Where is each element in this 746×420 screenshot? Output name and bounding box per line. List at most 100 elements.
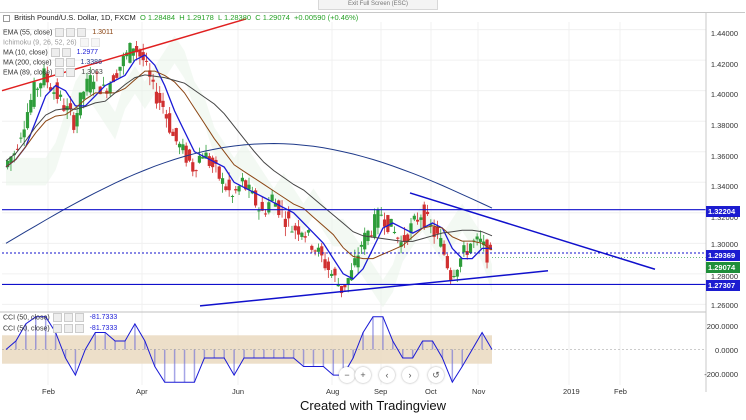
candle-body (386, 215, 390, 232)
candle-body (19, 137, 23, 139)
price-tick: 1.28000 (710, 272, 738, 281)
candle-body (260, 201, 264, 211)
indicator-row[interactable]: Ichimoku (9, 26, 52, 26) (3, 38, 101, 48)
ichimoku-cloud-area (6, 35, 492, 308)
cci-tick: 200.0000 (706, 322, 738, 331)
eye-icon[interactable] (79, 38, 89, 47)
time-tick: Oct (425, 387, 437, 396)
scroll-left-button[interactable]: ‹ (379, 367, 395, 383)
level-tag-last-price: 1.29074 (706, 262, 740, 273)
eye-icon[interactable] (50, 48, 60, 57)
ohlc-open: O 1.28484 (139, 13, 176, 22)
candle-body (201, 156, 205, 159)
indicator-value: 1.3063 (81, 69, 103, 77)
candle-body (439, 238, 443, 247)
reset-chart-button[interactable]: ↺ (428, 367, 444, 383)
cci-label: CCI (50, close) (3, 325, 50, 333)
indicator-row[interactable]: MA (200, close) 1.3386 (3, 58, 102, 68)
candle-body (475, 236, 479, 240)
settings-icon[interactable] (66, 28, 76, 37)
candle-body (204, 152, 208, 159)
cci-tick: 0.0000 (715, 346, 738, 355)
indicator-row[interactable]: EMA (55, close) 1.3011 (3, 28, 113, 38)
time-tick: Feb (614, 387, 627, 396)
eye-icon[interactable] (52, 324, 62, 333)
exit-fullscreen-button[interactable]: Exit Full Screen (ESC) (318, 0, 438, 10)
candle-body (346, 278, 350, 286)
candle-body (101, 84, 106, 86)
ascending-trend-line (199, 270, 549, 307)
candle-body (356, 255, 360, 268)
eye-icon[interactable] (52, 313, 62, 322)
candle-body (316, 247, 321, 252)
level-tag-support: 1.27307 (706, 280, 740, 291)
candle-body (425, 211, 430, 215)
eye-icon[interactable] (55, 28, 65, 37)
indicator-label: EMA (89, close) (3, 69, 53, 77)
candle-body (416, 219, 420, 222)
candle-body (42, 68, 46, 86)
candle-body (429, 224, 433, 226)
candle-body (154, 91, 159, 104)
candle-body (134, 46, 139, 53)
scroll-right-button[interactable]: › (402, 367, 418, 383)
candle-body (283, 218, 287, 227)
candle-body (22, 129, 26, 138)
candle-body (25, 112, 30, 129)
indicator-value: 1.3386 (80, 59, 102, 67)
settings-icon[interactable] (63, 313, 73, 322)
close-icon[interactable] (74, 324, 84, 333)
candle-body (320, 246, 324, 256)
candle-body (164, 114, 168, 119)
eye-icon[interactable] (55, 68, 65, 77)
candle-body (343, 284, 347, 288)
settings-icon[interactable] (63, 324, 73, 333)
close-icon[interactable] (74, 313, 84, 322)
candle-body (92, 81, 96, 90)
indicator-row[interactable]: MA (10, close) 1.2977 (3, 48, 98, 58)
eye-icon[interactable] (54, 58, 64, 67)
collapse-icon[interactable] (3, 14, 10, 22)
candle-body (82, 91, 86, 100)
candle-body (151, 79, 155, 82)
indicator-row[interactable]: EMA (89, close) 1.3063 (3, 68, 103, 78)
candle-body (270, 194, 274, 202)
candle-body (194, 170, 198, 172)
candle-body (369, 235, 373, 237)
candle-body (273, 202, 278, 207)
time-tick: Feb (42, 387, 55, 396)
candle-body (290, 231, 294, 233)
zoom-out-button[interactable]: − (339, 367, 355, 383)
candle-body (330, 273, 334, 276)
cci-tick: -200.0000 (704, 370, 738, 379)
cci-legend-row[interactable]: CCI (50, close) -81.7333 (3, 313, 117, 323)
settings-icon[interactable] (90, 38, 100, 47)
candle-body (296, 226, 301, 235)
upper-channel-line (1, 18, 247, 92)
cci-panel (2, 316, 706, 384)
cci-legend-row[interactable]: CCI (50, close) -81.7333 (3, 324, 117, 334)
candle-body (237, 186, 241, 192)
candle-body (409, 223, 413, 234)
ma-10-line (5, 54, 492, 280)
candle-body (458, 258, 463, 267)
candle-body (435, 227, 440, 234)
candle-body (293, 225, 297, 231)
candle-body (118, 66, 122, 71)
candle-body (220, 178, 225, 184)
candle-body (144, 60, 149, 62)
candle-body (234, 189, 238, 191)
settings-icon[interactable] (61, 48, 71, 57)
time-tick: Aug (326, 387, 340, 396)
settings-icon[interactable] (65, 58, 75, 67)
chart-frame (0, 12, 745, 393)
settings-icon[interactable] (66, 68, 76, 77)
close-icon[interactable] (77, 28, 87, 37)
zoom-in-button[interactable]: + (355, 367, 371, 383)
ohlc-low: L 1.28380 (217, 13, 252, 22)
time-tick: Jun (232, 387, 245, 396)
price-tick: 1.30000 (710, 240, 738, 249)
candle-body (158, 92, 162, 103)
candle-body (55, 82, 59, 99)
